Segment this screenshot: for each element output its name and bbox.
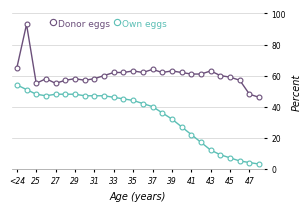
Own eggs xyxy=(54,94,57,96)
Own eggs xyxy=(190,134,193,136)
Donor eggs xyxy=(160,72,164,74)
Own eggs xyxy=(15,84,19,87)
Donor eggs xyxy=(238,80,242,82)
Donor eggs xyxy=(209,70,212,73)
Donor eggs xyxy=(199,73,203,76)
Donor eggs xyxy=(248,94,251,96)
Own eggs xyxy=(73,94,77,96)
Own eggs xyxy=(209,149,212,152)
Own eggs xyxy=(160,112,164,115)
Donor eggs xyxy=(112,72,116,74)
Donor eggs xyxy=(151,69,154,71)
Donor eggs xyxy=(54,83,57,85)
Own eggs xyxy=(228,157,232,159)
Own eggs xyxy=(170,118,174,121)
Own eggs xyxy=(93,95,96,97)
Donor eggs xyxy=(34,83,38,85)
Own eggs xyxy=(257,163,261,166)
Own eggs xyxy=(180,126,183,129)
Own eggs xyxy=(122,98,125,101)
Donor eggs xyxy=(83,80,86,82)
Donor eggs xyxy=(93,78,96,81)
Donor eggs xyxy=(257,97,261,99)
Line: Own eggs: Own eggs xyxy=(14,83,262,167)
Line: Donor eggs: Donor eggs xyxy=(14,23,262,100)
Donor eggs xyxy=(219,75,222,77)
Own eggs xyxy=(238,160,242,162)
Donor eggs xyxy=(15,67,19,70)
Own eggs xyxy=(34,94,38,96)
Own eggs xyxy=(102,95,106,97)
Donor eggs xyxy=(44,78,48,81)
Legend: Donor eggs, Own eggs: Donor eggs, Own eggs xyxy=(47,16,171,32)
X-axis label: Age (years): Age (years) xyxy=(110,191,166,201)
Donor eggs xyxy=(131,70,135,73)
Donor eggs xyxy=(64,80,67,82)
Donor eggs xyxy=(122,72,125,74)
Donor eggs xyxy=(25,24,28,26)
Donor eggs xyxy=(180,72,183,74)
Own eggs xyxy=(112,97,116,99)
Own eggs xyxy=(219,154,222,156)
Own eggs xyxy=(141,103,145,105)
Donor eggs xyxy=(141,72,145,74)
Donor eggs xyxy=(228,76,232,79)
Donor eggs xyxy=(170,70,174,73)
Own eggs xyxy=(131,100,135,102)
Own eggs xyxy=(151,106,154,108)
Own eggs xyxy=(199,141,203,144)
Donor eggs xyxy=(190,73,193,76)
Donor eggs xyxy=(73,78,77,81)
Own eggs xyxy=(25,89,28,91)
Donor eggs xyxy=(102,75,106,77)
Own eggs xyxy=(248,162,251,164)
Own eggs xyxy=(64,94,67,96)
Y-axis label: Percent: Percent xyxy=(292,73,300,110)
Own eggs xyxy=(44,95,48,97)
Own eggs xyxy=(83,95,86,97)
